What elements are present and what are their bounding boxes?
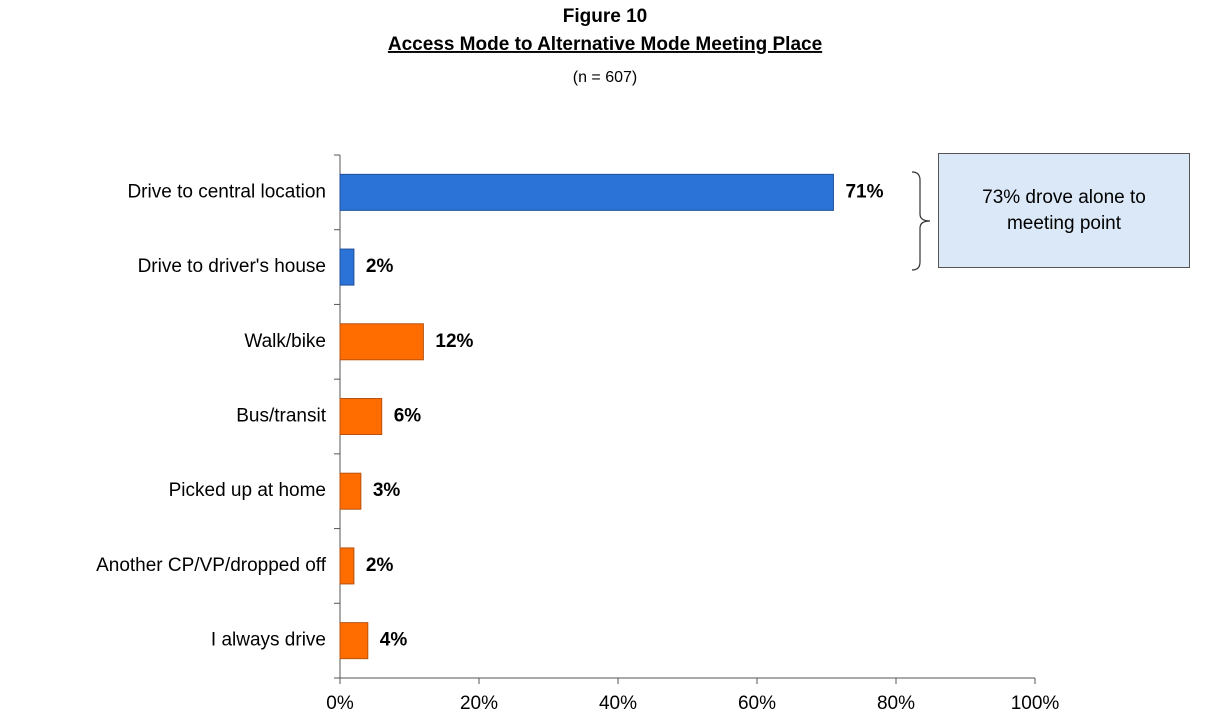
- y-tick-label: Drive to central location: [127, 181, 326, 202]
- y-tick-label: I always drive: [211, 630, 326, 651]
- value-label: 2%: [366, 256, 394, 277]
- chart-subtitle: Access Mode to Alternative Mode Meeting …: [388, 34, 822, 55]
- value-label: 4%: [380, 630, 408, 651]
- x-tick-label: 60%: [738, 693, 776, 714]
- x-tick-label: 100%: [1011, 693, 1060, 714]
- annotation: 73% drove alone to meeting point: [938, 153, 1190, 268]
- sample-note: (n = 607): [573, 69, 637, 86]
- bar: [339, 398, 383, 435]
- bar: [339, 547, 355, 585]
- chart-title: Figure 10: [563, 6, 647, 27]
- bar: [339, 248, 355, 286]
- bar: [339, 173, 834, 211]
- bar: [339, 323, 424, 361]
- value-label: 12%: [435, 331, 473, 352]
- y-tick-label: Picked up at home: [169, 480, 326, 501]
- y-tick-label: Walk/bike: [244, 331, 326, 352]
- bar: [339, 472, 362, 510]
- y-tick-label: Drive to driver's house: [138, 256, 326, 277]
- x-tick-label: 20%: [460, 693, 498, 714]
- x-tick-label: 80%: [877, 693, 915, 714]
- y-tick-label: Another CP/VP/dropped off: [96, 555, 327, 576]
- value-label: 2%: [366, 555, 394, 576]
- x-tick-label: 0%: [326, 693, 354, 714]
- y-tick-label: Bus/transit: [236, 406, 326, 427]
- value-label: 3%: [373, 480, 401, 501]
- x-tick-label: 40%: [599, 693, 637, 714]
- brace: [911, 171, 931, 271]
- value-label: 71%: [845, 181, 883, 202]
- value-label: 6%: [394, 406, 422, 427]
- bar: [339, 622, 369, 660]
